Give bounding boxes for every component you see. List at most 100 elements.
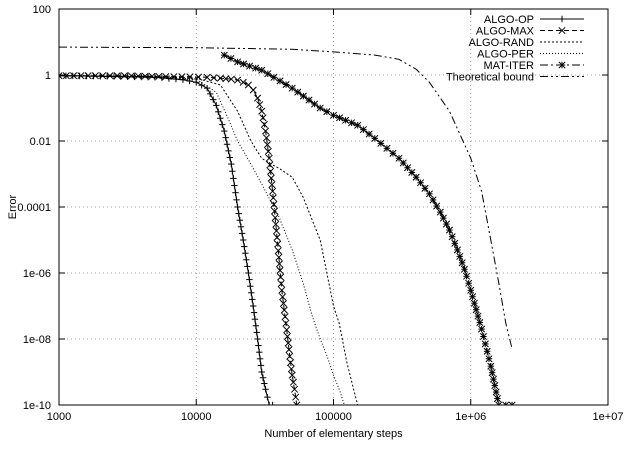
data-point [289,378,297,386]
data-point [120,72,129,80]
series-layer [59,46,516,405]
data-point [249,296,256,303]
data-point [248,289,255,296]
series-line [59,75,298,405]
data-point [259,114,267,122]
x-tick-label: 1e+07 [593,411,624,423]
data-point [294,88,302,96]
data-point [262,386,269,393]
data-point [246,62,254,70]
data-point [354,121,362,129]
data-point [417,179,425,187]
data-point [272,227,280,235]
data-point [242,250,249,257]
data-point [311,100,319,108]
data-point [230,175,237,182]
legend-item: Theoretical bound [446,72,584,84]
data-point [467,286,475,294]
data-point [240,60,248,68]
data-point [290,385,299,393]
data-point [266,161,274,169]
data-point [458,259,466,267]
data-point [469,293,477,301]
data-point [478,325,486,333]
data-point [228,160,235,168]
data-point [141,72,149,80]
data-point [250,302,257,310]
y-tick-label: 1e-10 [23,400,51,412]
series-mat-iter [220,51,516,405]
data-point [274,247,282,255]
data-point [262,134,271,142]
data-point [234,58,242,66]
data-point [448,233,456,241]
data-point [220,51,228,59]
data-point [267,167,275,176]
data-point [267,174,275,182]
data-point [261,380,268,387]
series-theoretical-bound [59,46,513,350]
data-point [272,220,280,228]
data-point [232,189,239,196]
data-point [279,293,287,301]
data-point [342,116,350,124]
y-tick-label: 0.0001 [17,202,51,214]
data-point [219,121,226,128]
data-point [258,66,266,74]
data-point [259,374,267,381]
data-point [439,214,447,222]
data-point [263,141,271,149]
legend-marker [558,15,566,23]
data-point [257,362,265,369]
data-point [237,223,245,230]
data-point [491,382,499,390]
data-point [377,139,385,147]
series-algo-max [59,72,301,405]
data-point [134,72,142,80]
data-point [371,134,379,142]
data-point [268,181,276,189]
data-point [463,272,471,280]
data-point [210,96,217,103]
data-point [460,265,469,273]
data-point [472,306,480,314]
data-point [485,355,493,363]
data-point [281,313,289,321]
data-point [495,401,503,405]
data-point [254,94,262,102]
data-point [305,96,313,104]
data-point [456,252,464,260]
data-point [359,126,367,134]
data-point [236,217,244,224]
data-point [221,127,228,135]
data-point [292,393,300,401]
data-point [389,149,397,157]
series-line [59,75,345,405]
data-point [470,299,478,307]
data-point [234,203,241,211]
data-point [186,77,193,85]
data-point [233,196,240,204]
data-point [348,119,356,127]
data-point [284,339,292,347]
y-tick-label: 1e-08 [23,334,51,346]
x-axis-label: Number of elementary steps [264,428,403,440]
data-point [283,332,291,341]
data-point [260,120,268,128]
data-point [316,104,324,112]
legend-item: MAT-ITER [483,60,584,72]
data-point [69,72,78,80]
data-point [162,72,170,81]
data-point [481,340,489,348]
data-point [277,280,285,288]
legend-item: ALGO-RAND [469,37,584,49]
data-point [254,335,261,343]
x-tick-label: 10000 [181,411,212,423]
data-point [270,200,278,209]
data-point [269,194,277,202]
data-point [489,375,498,383]
data-point [280,306,288,314]
data-point [285,346,293,354]
data-point [508,401,516,405]
data-point [244,263,251,270]
